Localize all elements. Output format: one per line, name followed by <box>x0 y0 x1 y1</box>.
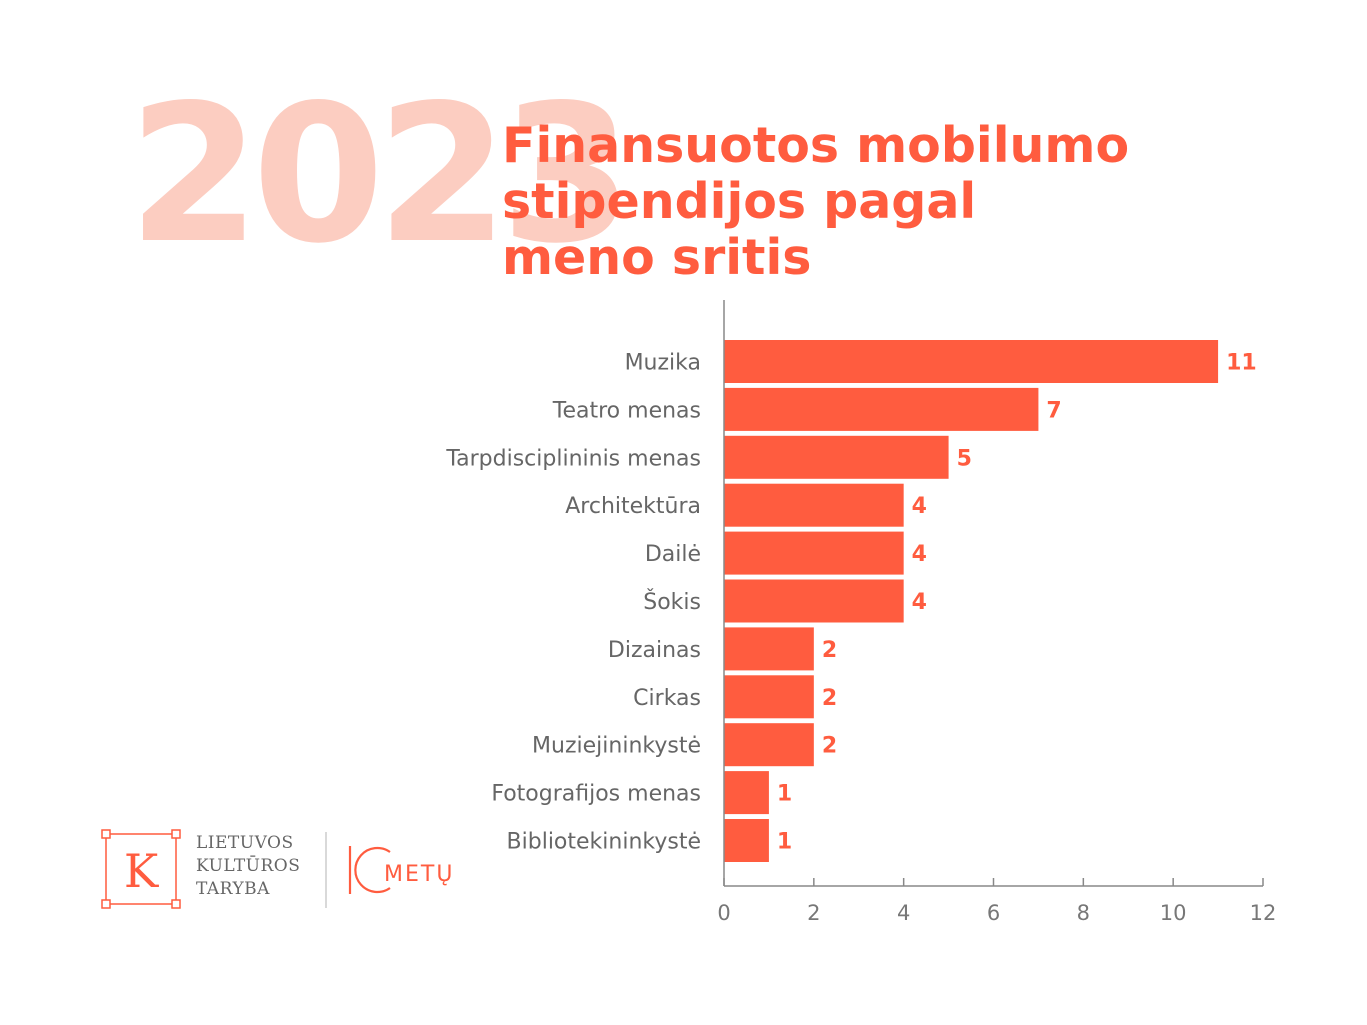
category-label: Tarpdisciplininis menas <box>445 446 701 471</box>
x-tick-label: 2 <box>807 901 820 925</box>
logo-line-2: KULTŪROS <box>196 856 301 876</box>
category-label: Muzika <box>625 351 701 376</box>
data-label: 11 <box>1226 351 1257 376</box>
category-label: Muziejininkystė <box>532 734 701 759</box>
x-tick-label: 0 <box>717 901 730 925</box>
x-tick-label: 8 <box>1077 901 1090 925</box>
year-watermark: 2023 <box>128 64 633 285</box>
bar <box>724 675 814 719</box>
bar <box>724 627 814 671</box>
logo-emblem-icon: K <box>101 829 391 909</box>
x-tick-label: 4 <box>897 901 910 925</box>
category-label: Fotografijos menas <box>491 782 701 807</box>
bar <box>724 435 949 479</box>
category-label: Bibliotekininkystė <box>507 830 701 855</box>
data-label: 1 <box>777 830 792 855</box>
category-label: Dailė <box>645 542 701 567</box>
bar <box>724 819 769 862</box>
data-label: 4 <box>912 542 927 567</box>
logo-line-1: LIETUVOS <box>196 833 294 853</box>
data-label: 7 <box>1046 398 1061 423</box>
bar <box>724 483 904 527</box>
x-tick-label: 6 <box>987 901 1000 925</box>
title-line-1: Finansuotos mobilumo <box>502 117 1130 174</box>
category-label: Architektūra <box>565 494 701 519</box>
category-label: Dizainas <box>608 638 701 663</box>
bar <box>724 771 769 815</box>
data-label: 2 <box>822 686 837 711</box>
bar <box>724 579 904 623</box>
bar <box>724 723 814 767</box>
logo-line-3: TARYBA <box>196 879 270 899</box>
data-label: 5 <box>957 446 972 471</box>
bar <box>724 531 904 575</box>
data-label: 1 <box>777 782 792 807</box>
title-line-3: meno sritis <box>502 229 812 286</box>
chart-title: Finansuotos mobilumo stipendijos pagal m… <box>502 118 1202 286</box>
logo-k-letter: K <box>124 844 160 898</box>
data-label: 2 <box>822 638 837 663</box>
data-label: 4 <box>912 590 927 615</box>
x-tick-label: 12 <box>1250 901 1277 925</box>
bar <box>724 387 1039 431</box>
bar <box>724 340 1219 383</box>
category-label: Šokis <box>643 589 701 615</box>
data-label: 4 <box>912 494 927 519</box>
anniversary-text: METŲ <box>384 862 455 887</box>
kulturos-taryba-logo: K LIETUVOS KULTŪROS TARYBA METŲ <box>100 828 460 912</box>
x-tick-label: 10 <box>1160 901 1187 925</box>
category-label: Teatro menas <box>552 398 701 423</box>
title-line-2: stipendijos pagal <box>502 173 977 230</box>
data-label: 2 <box>822 734 837 759</box>
category-label: Cirkas <box>633 686 701 711</box>
logo-text: LIETUVOS KULTŪROS TARYBA <box>196 832 300 901</box>
